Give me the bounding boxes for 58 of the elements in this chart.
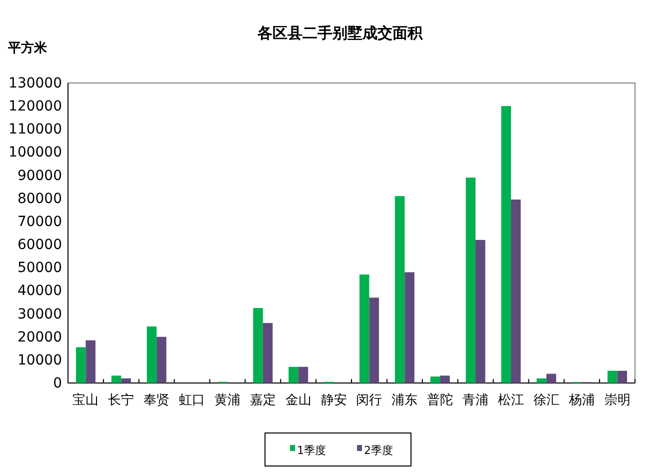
- bar: [510, 200, 521, 383]
- x-tick-label: 杨浦: [568, 393, 595, 408]
- bar: [430, 376, 440, 383]
- bar: [369, 298, 379, 383]
- y-tick-label: 120000: [8, 98, 62, 115]
- x-tick-label: 浦东: [392, 393, 418, 408]
- y-tick-label: 90000: [17, 168, 62, 184]
- y-tick-label: 20000: [17, 329, 62, 346]
- x-tick-label: 宝山: [72, 392, 99, 408]
- bar: [86, 340, 96, 383]
- bar: [466, 178, 476, 383]
- x-tick-label: 青浦: [462, 393, 489, 408]
- bar: [476, 240, 486, 383]
- x-tick-label: 松江: [498, 393, 524, 408]
- bar: [536, 378, 546, 383]
- bar: [76, 347, 86, 383]
- y-tick-label: 10000: [17, 352, 62, 368]
- legend-label: 1季度: [297, 444, 326, 457]
- bar: [146, 326, 157, 383]
- bar: [608, 370, 618, 383]
- bar: [394, 196, 405, 383]
- x-tick-label: 静安: [320, 392, 347, 408]
- bar: [359, 274, 370, 383]
- x-tick-label: 崇明: [604, 393, 630, 408]
- chart-title: 各区县二手别墅成交面积: [256, 24, 424, 42]
- y-axis-title: 平方米: [7, 40, 48, 56]
- x-tick-label: 长宁: [108, 392, 134, 408]
- x-tick-label: 嘉定: [250, 393, 276, 408]
- bar: [253, 308, 263, 383]
- y-tick-label: 40000: [17, 283, 62, 300]
- bar: [440, 376, 450, 383]
- x-tick-label: 金山: [285, 393, 312, 408]
- y-tick-label: 70000: [17, 214, 62, 230]
- bar: [288, 366, 298, 383]
- bar: [617, 370, 628, 383]
- bar: [298, 366, 308, 383]
- y-tick-label: 30000: [17, 306, 62, 322]
- legend-label: 2季度: [364, 444, 393, 457]
- bar: [121, 378, 131, 383]
- x-tick-label: 黄浦: [214, 393, 240, 408]
- y-tick-label: 50000: [17, 260, 62, 276]
- bar: [404, 272, 414, 383]
- y-tick-label: 0: [53, 375, 62, 392]
- y-tick-label: 130000: [8, 75, 62, 92]
- y-tick-label: 80000: [17, 190, 62, 207]
- bar: [262, 323, 273, 383]
- x-tick-label: 虹口: [179, 393, 206, 408]
- x-tick-label: 奉贤: [144, 393, 170, 408]
- y-tick-label: 60000: [17, 237, 62, 254]
- x-tick-label: 闵行: [356, 393, 382, 408]
- bar: [501, 106, 511, 383]
- bar: [156, 336, 166, 383]
- bar: [111, 376, 122, 383]
- bar: [546, 374, 556, 383]
- x-tick-label: 徐汇: [533, 393, 560, 408]
- x-tick-label: 普陀: [427, 392, 454, 408]
- y-tick-label: 100000: [8, 144, 62, 161]
- y-tick-label: 110000: [8, 122, 62, 138]
